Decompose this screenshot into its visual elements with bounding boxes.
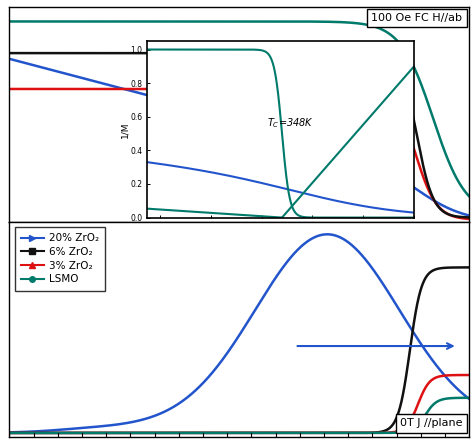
Text: 0T J //plane: 0T J //plane <box>400 418 462 429</box>
Text: 100 Oe FC H//ab: 100 Oe FC H//ab <box>371 13 462 23</box>
Legend: 20% ZrO₂, 6% ZrO₂, 3% ZrO₂, LSMO: 20% ZrO₂, 6% ZrO₂, 3% ZrO₂, LSMO <box>15 227 105 290</box>
